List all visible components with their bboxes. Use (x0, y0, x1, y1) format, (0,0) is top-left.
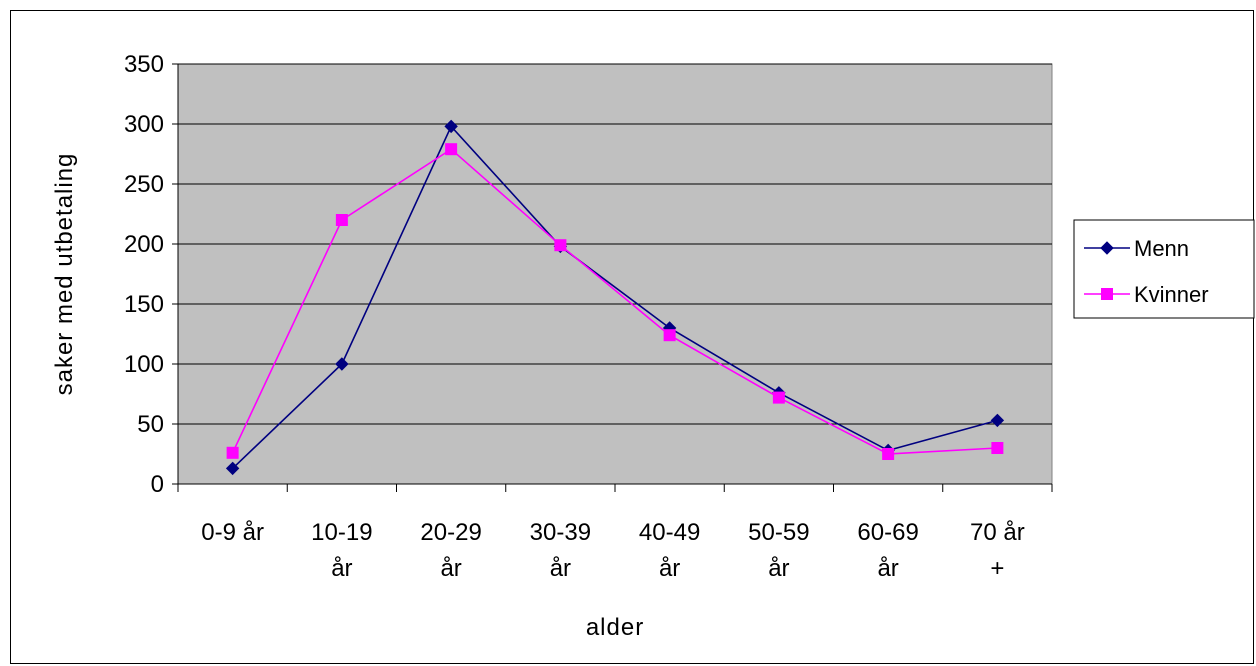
legend-marker (1100, 241, 1114, 255)
y-tick-label: 150 (124, 291, 164, 318)
data-point (226, 446, 239, 459)
data-point (772, 391, 785, 404)
data-point (663, 329, 676, 342)
legend-box (1073, 219, 1255, 319)
x-tick-labels: 0-9 år 10-19 år 20-29 år 30-39 år 40-49 år 50-59 å… (201, 519, 1024, 582)
y-tick-labels: 0 50 100 150 200 250 300 350 (124, 51, 164, 498)
data-point (882, 448, 895, 460)
data-point (554, 239, 567, 252)
gridlines (178, 63, 1052, 425)
legend-item: Kvinner (1084, 282, 1209, 307)
y-tick-label: 300 (124, 111, 164, 138)
x-tick-label: 40-49 år (639, 519, 700, 582)
x-axis-title: alder (586, 614, 644, 641)
axes (172, 63, 1053, 492)
data-point (990, 413, 1005, 428)
series-layer (225, 119, 1005, 476)
x-tick-label: 20-29 år (420, 519, 481, 582)
plot-area (177, 63, 1053, 485)
data-point (991, 442, 1004, 454)
y-tick-label: 0 (151, 471, 164, 498)
y-axis-title: saker med utbetaling (51, 153, 78, 396)
x-tick-label: 30-39 år (530, 519, 591, 582)
legend: Menn Kvinner (1073, 219, 1255, 319)
y-tick-label: 250 (124, 171, 164, 198)
x-tick-label: 0-9 år (201, 519, 264, 546)
y-tick-label: 350 (124, 51, 164, 78)
legend-label: Kvinner (1134, 282, 1209, 307)
series-line (232, 124, 998, 469)
data-point (335, 214, 348, 226)
data-point (444, 119, 458, 134)
legend-marker (1101, 288, 1113, 300)
x-tick-label: 60-69 år (857, 519, 918, 582)
legend-label: Menn (1134, 236, 1189, 261)
x-tick-label: 70 år + (970, 519, 1025, 582)
data-point (225, 461, 240, 476)
x-tick-label: 10-19 år (311, 519, 372, 582)
x-tick-label: 50-59 år (748, 519, 809, 582)
data-point (445, 143, 458, 156)
y-tick-label: 100 (124, 351, 164, 378)
series-kvinner (226, 143, 1004, 460)
y-tick-label: 200 (124, 231, 164, 258)
y-tick-label: 50 (137, 411, 164, 438)
series-line (231, 148, 998, 455)
data-point (335, 357, 349, 371)
legend-item: Menn (1084, 236, 1189, 261)
